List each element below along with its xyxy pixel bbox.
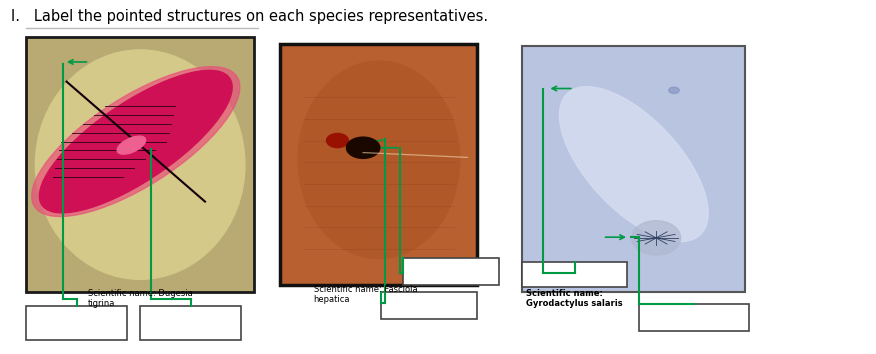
Text: I.   Label the pointed structures on each species representatives.: I. Label the pointed structures on each … <box>11 9 488 24</box>
Bar <box>639 304 749 331</box>
Ellipse shape <box>35 50 245 279</box>
Bar <box>26 306 127 340</box>
Ellipse shape <box>632 221 681 255</box>
Ellipse shape <box>39 70 232 213</box>
Ellipse shape <box>327 133 349 148</box>
Ellipse shape <box>117 136 145 154</box>
Bar <box>522 46 745 292</box>
Ellipse shape <box>560 87 708 241</box>
Bar <box>280 44 477 285</box>
Ellipse shape <box>346 137 380 158</box>
Bar <box>140 306 241 340</box>
Ellipse shape <box>32 67 240 217</box>
Bar <box>26 37 254 292</box>
Text: Scientific name: Dugesia
tigrina: Scientific name: Dugesia tigrina <box>88 289 193 308</box>
Text: Scientific name: Fasciola
hepatica: Scientific name: Fasciola hepatica <box>314 285 417 304</box>
Ellipse shape <box>668 87 679 93</box>
Bar <box>403 258 499 285</box>
Bar <box>381 292 477 319</box>
Text: Scientific name:
Gyrodactylus salaris: Scientific name: Gyrodactylus salaris <box>526 289 622 308</box>
Ellipse shape <box>298 61 460 258</box>
Bar <box>522 262 627 287</box>
